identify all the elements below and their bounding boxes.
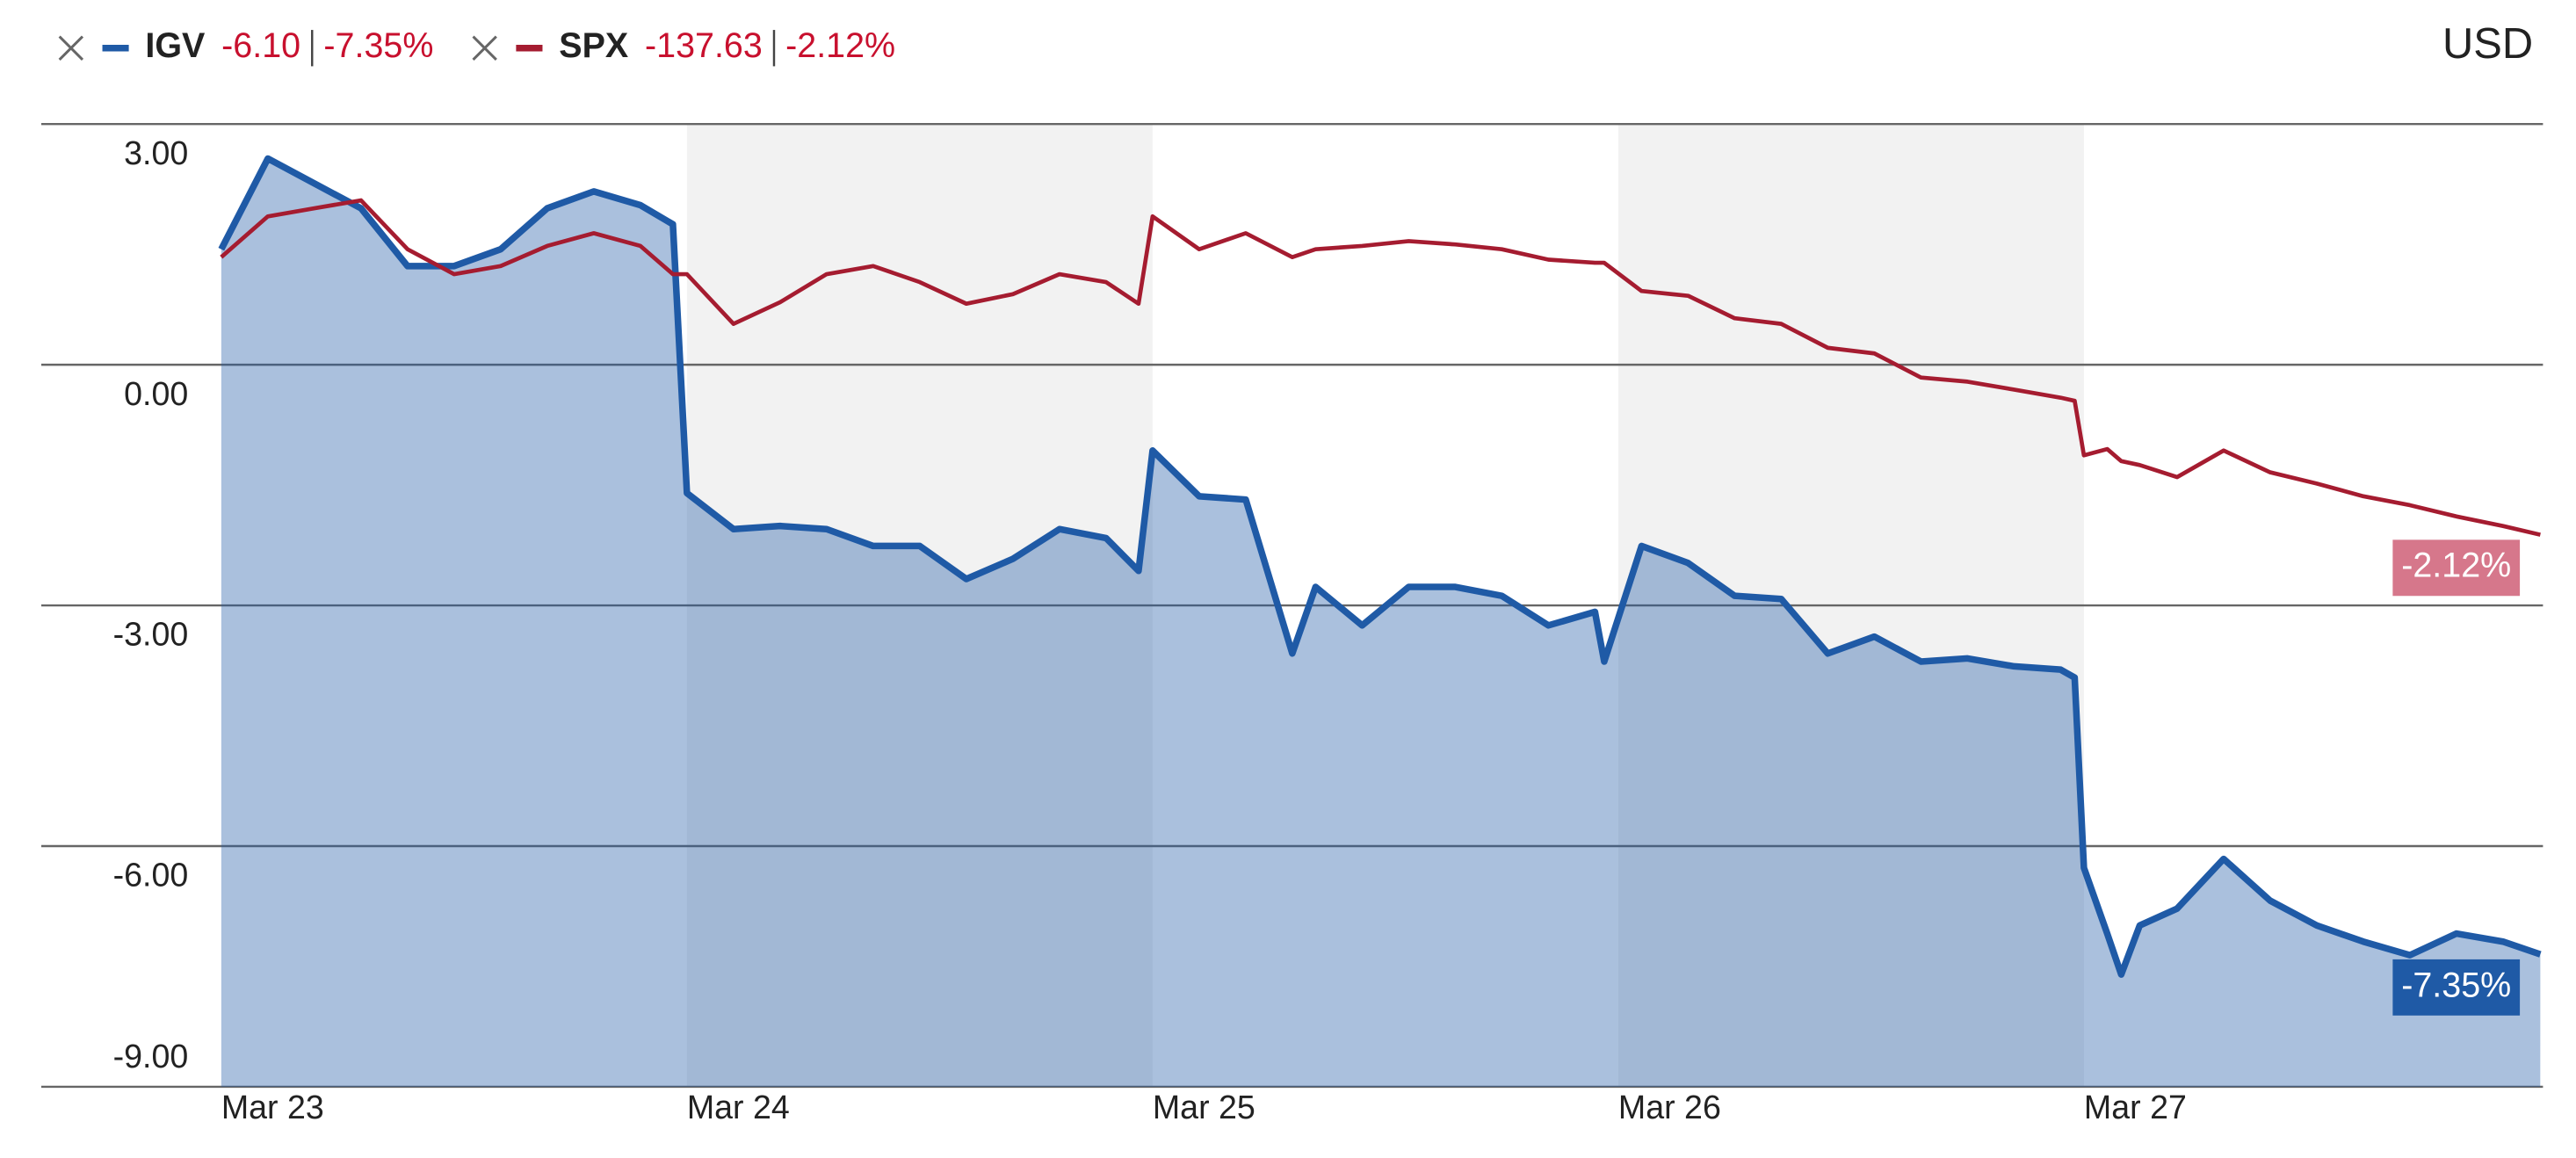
y-tick-label: -9.00 [113, 1038, 189, 1075]
y-tick-label: 0.00 [124, 375, 188, 412]
legend-change-pct: -7.35% [323, 26, 433, 65]
x-tick-label: Mar 26 [1618, 1089, 1721, 1125]
legend: IGV -6.10 -7.35% SPX -137.63 -2.12% [58, 26, 895, 67]
end-label: -2.12% [2401, 546, 2511, 585]
x-tick-label: Mar 24 [687, 1089, 790, 1125]
legend-name: SPX [559, 26, 628, 65]
currency: USD [2442, 20, 2533, 68]
legend-name: IGV [145, 26, 206, 65]
y-tick-label: 3.00 [124, 134, 188, 171]
series-area [221, 158, 2541, 1087]
legend-remove-icon[interactable] [472, 35, 497, 61]
y-tick-label: -3.00 [113, 616, 189, 653]
y-tick-label: -6.00 [113, 857, 189, 894]
series-line [220, 198, 2541, 537]
end-label: -7.35% [2401, 966, 2511, 1004]
legend-change-pct: -2.12% [785, 26, 895, 65]
end-label-box [2392, 539, 2521, 597]
x-tick-label: Mar 23 [221, 1089, 324, 1125]
series-line [218, 155, 2542, 978]
legend-change: -137.63 [645, 26, 763, 65]
plot [40, 122, 2543, 1089]
end-label-box [2392, 959, 2521, 1016]
legend-change: -6.10 [221, 26, 300, 65]
legend-remove-icon[interactable] [58, 35, 84, 61]
x-tick-label: Mar 27 [2084, 1089, 2187, 1125]
x-tick-label: Mar 25 [1153, 1089, 1255, 1125]
